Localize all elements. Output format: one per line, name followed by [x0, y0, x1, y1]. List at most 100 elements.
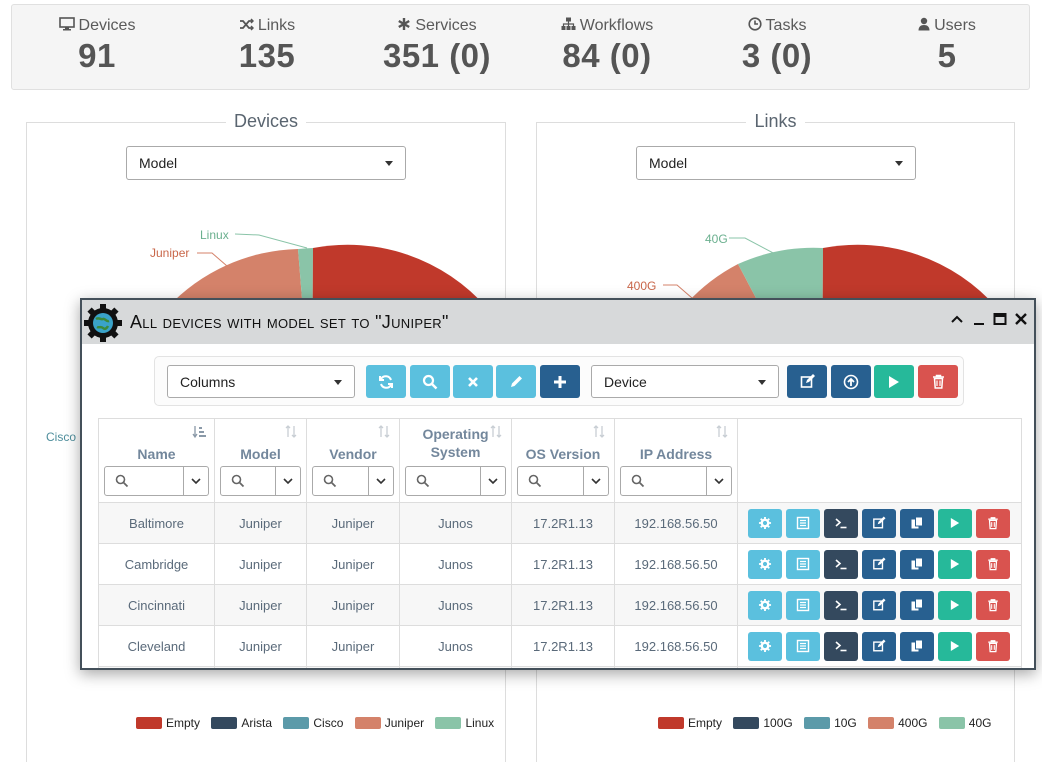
edit-row-button[interactable]	[862, 590, 896, 620]
delete-row-button[interactable]	[976, 549, 1010, 579]
counter-users[interactable]: Users 5	[862, 5, 1032, 75]
run-service-button[interactable]	[938, 508, 972, 538]
edit-row-button[interactable]	[862, 508, 896, 538]
delete-row-button[interactable]	[976, 590, 1010, 620]
connection-parameters-button[interactable]	[748, 631, 782, 661]
clear-filters-button[interactable]	[453, 365, 493, 398]
legend-label: 400G	[898, 716, 928, 730]
ip-address-filter[interactable]	[620, 466, 732, 496]
cell-model: Juniper	[214, 543, 307, 585]
close-icon[interactable]	[1014, 310, 1028, 331]
run-service-button[interactable]	[938, 549, 972, 579]
devices-property-select[interactable]: Model	[126, 146, 406, 180]
column-header-ip-address[interactable]: IP Address	[614, 418, 738, 503]
column-header-operating-system[interactable]: Operating System	[399, 418, 512, 503]
connection-parameters-button[interactable]	[748, 549, 782, 579]
refresh-button[interactable]	[366, 365, 406, 398]
run-button[interactable]	[874, 365, 914, 398]
results-button[interactable]	[786, 508, 820, 538]
cell-os-version: 17.2R1.13	[511, 625, 615, 667]
sort-icon[interactable]	[592, 425, 606, 439]
legend-item[interactable]: 40G	[938, 716, 991, 730]
cell-operating-system: Junos	[399, 502, 512, 544]
sort-icon[interactable]	[284, 425, 298, 439]
legend-item[interactable]: Empty	[136, 716, 200, 730]
results-button[interactable]	[786, 631, 820, 661]
run-service-button[interactable]	[938, 631, 972, 661]
counter-services[interactable]: Services 351 (0)	[352, 5, 522, 75]
legend-item[interactable]: Linux	[435, 716, 494, 730]
counter-links[interactable]: Links 135	[182, 5, 352, 75]
table-row[interactable]: Cambridge Juniper Juniper Junos 17.2R1.1…	[98, 543, 1022, 585]
legend-item[interactable]: Arista	[211, 716, 272, 730]
links-property-select[interactable]: Model	[636, 146, 916, 180]
search-button[interactable]	[410, 365, 450, 398]
caret-down-icon	[385, 161, 393, 166]
counter-workflows[interactable]: Workflows 84 (0)	[522, 5, 692, 75]
edit-row-button[interactable]	[862, 631, 896, 661]
model-filter[interactable]	[220, 466, 301, 496]
legend-item[interactable]: 10G	[804, 716, 857, 730]
sort-icon[interactable]	[489, 425, 503, 439]
duplicate-button[interactable]	[900, 549, 934, 579]
maximize-icon[interactable]	[993, 310, 1007, 331]
minimize-icon[interactable]	[972, 310, 986, 331]
terminal-button[interactable]	[824, 590, 858, 620]
table-row[interactable]: Cincinnati Juniper Juniper Junos 17.2R1.…	[98, 584, 1022, 626]
select-value: Device	[604, 374, 647, 390]
delete-row-button[interactable]	[976, 508, 1010, 538]
collapse-icon[interactable]	[950, 310, 964, 331]
legend-item[interactable]: 100G	[733, 716, 793, 730]
vendor-filter[interactable]	[312, 466, 394, 496]
counters-bar: Devices 91 Links 135 Services 351 (0) Wo…	[11, 4, 1030, 90]
bulk-edit-button[interactable]	[787, 365, 827, 398]
sort-asc-icon[interactable]	[192, 425, 206, 439]
terminal-button[interactable]	[824, 508, 858, 538]
delete-row-button[interactable]	[976, 631, 1010, 661]
column-header-os-version[interactable]: OS Version	[511, 418, 615, 503]
trash-icon	[988, 558, 998, 571]
results-button[interactable]	[786, 549, 820, 579]
legend-item[interactable]: Juniper	[354, 716, 424, 730]
edit-button[interactable]	[496, 365, 536, 398]
column-label: IP Address	[639, 446, 713, 462]
legend-label: Empty	[166, 716, 201, 730]
sort-icon[interactable]	[715, 425, 729, 439]
cell-model: Juniper	[214, 502, 307, 544]
window-header[interactable]: All devices with model set to "Juniper"	[82, 300, 1034, 344]
terminal-button[interactable]	[824, 631, 858, 661]
connection-parameters-button[interactable]	[748, 590, 782, 620]
duplicate-button[interactable]	[900, 631, 934, 661]
duplicate-button[interactable]	[900, 590, 934, 620]
counter-label: Links	[257, 17, 296, 34]
duplicate-button[interactable]	[900, 508, 934, 538]
column-header-name[interactable]: Name	[98, 418, 215, 503]
counter-devices[interactable]: Devices 91	[12, 5, 182, 75]
operating-system-filter[interactable]	[405, 466, 506, 496]
plus-icon	[554, 375, 566, 388]
name-filter[interactable]	[104, 466, 209, 496]
sort-icon[interactable]	[377, 425, 391, 439]
legend-item[interactable]: Empty	[658, 716, 722, 730]
add-button[interactable]	[540, 365, 580, 398]
edit-row-button[interactable]	[862, 549, 896, 579]
column-header-model[interactable]: Model	[214, 418, 307, 503]
results-button[interactable]	[786, 590, 820, 620]
legend-item[interactable]: 400G	[868, 716, 927, 730]
pie-label-linux: Linux	[200, 228, 229, 242]
table-row[interactable]: Baltimore Juniper Juniper Junos 17.2R1.1…	[98, 502, 1022, 544]
terminal-button[interactable]	[824, 549, 858, 579]
counter-tasks[interactable]: Tasks 3 (0)	[692, 5, 862, 75]
column-header-vendor[interactable]: Vendor	[306, 418, 400, 503]
run-service-button[interactable]	[938, 590, 972, 620]
instance-type-select[interactable]: Device	[591, 365, 779, 398]
columns-select[interactable]: Columns	[167, 365, 355, 398]
table-row[interactable]: Cleveland Juniper Juniper Junos 17.2R1.1…	[98, 625, 1022, 667]
legend-item[interactable]: Cisco	[283, 716, 343, 730]
connection-parameters-button[interactable]	[748, 508, 782, 538]
export-button[interactable]	[831, 365, 871, 398]
bulk-delete-button[interactable]	[918, 365, 958, 398]
os-version-filter[interactable]	[517, 466, 609, 496]
legend-swatch	[354, 717, 381, 729]
legend-swatch	[283, 717, 310, 729]
